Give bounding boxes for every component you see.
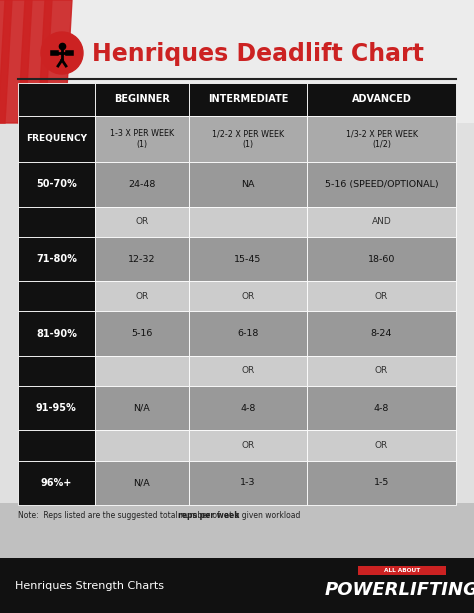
FancyBboxPatch shape xyxy=(0,0,474,123)
Bar xyxy=(95,356,189,386)
Bar xyxy=(307,386,456,430)
Bar xyxy=(95,116,189,162)
Bar xyxy=(95,430,189,461)
Polygon shape xyxy=(0,0,12,123)
Text: 5-16: 5-16 xyxy=(131,329,153,338)
Bar xyxy=(307,356,456,386)
Bar xyxy=(95,207,189,237)
Text: 1/2-2 X PER WEEK
(1): 1/2-2 X PER WEEK (1) xyxy=(212,129,284,149)
Text: N/A: N/A xyxy=(133,478,150,487)
Text: Henriques Strength Charts: Henriques Strength Charts xyxy=(15,581,164,591)
Polygon shape xyxy=(18,0,52,123)
Text: 12-32: 12-32 xyxy=(128,254,155,264)
Text: 1/3-2 X PER WEEK
(1/2): 1/3-2 X PER WEEK (1/2) xyxy=(346,129,418,149)
Bar xyxy=(307,116,456,162)
Text: 8-24: 8-24 xyxy=(371,329,392,338)
Bar xyxy=(18,386,95,430)
Bar xyxy=(18,116,95,162)
Text: AND: AND xyxy=(372,217,392,226)
Text: OR: OR xyxy=(241,441,255,450)
Bar xyxy=(18,461,95,505)
Bar xyxy=(189,237,307,281)
Bar xyxy=(18,356,95,386)
Text: Note:  Reps listed are the suggested total number of: Note: Reps listed are the suggested tota… xyxy=(18,511,222,520)
Bar xyxy=(358,566,446,575)
Text: 18-60: 18-60 xyxy=(368,254,395,264)
Bar xyxy=(189,311,307,356)
Text: 4-8: 4-8 xyxy=(240,404,255,413)
Text: 4-8: 4-8 xyxy=(374,404,389,413)
Bar xyxy=(95,281,189,311)
Text: 1-5: 1-5 xyxy=(374,478,389,487)
Bar xyxy=(189,461,307,505)
Bar xyxy=(18,311,95,356)
Bar xyxy=(95,237,189,281)
Text: ADVANCED: ADVANCED xyxy=(352,94,411,104)
Text: 1-3: 1-3 xyxy=(240,478,255,487)
Bar xyxy=(189,281,307,311)
Bar xyxy=(189,207,307,237)
Bar xyxy=(18,430,95,461)
Bar xyxy=(189,162,307,207)
Text: 71-80%: 71-80% xyxy=(36,254,77,264)
Text: 91-95%: 91-95% xyxy=(36,403,77,413)
Text: OR: OR xyxy=(241,367,255,375)
Text: at a given workload: at a given workload xyxy=(222,511,300,520)
Bar xyxy=(0,558,474,613)
Text: POWERLIFTING: POWERLIFTING xyxy=(325,581,474,599)
Text: OR: OR xyxy=(135,292,148,301)
Bar xyxy=(95,311,189,356)
Text: 1-3 X PER WEEK
(1): 1-3 X PER WEEK (1) xyxy=(109,129,174,149)
Text: 15-45: 15-45 xyxy=(234,254,262,264)
Text: 50-70%: 50-70% xyxy=(36,180,77,189)
Text: ALL ABOUT: ALL ABOUT xyxy=(384,568,420,573)
Bar xyxy=(307,162,456,207)
Text: 6-18: 6-18 xyxy=(237,329,259,338)
Text: 5-16 (SPEED/OPTIONAL): 5-16 (SPEED/OPTIONAL) xyxy=(325,180,438,189)
Polygon shape xyxy=(0,0,32,123)
Text: 24-48: 24-48 xyxy=(128,180,155,189)
Text: 96%+: 96%+ xyxy=(41,478,72,488)
Text: NA: NA xyxy=(241,180,255,189)
Text: INTERMEDIATE: INTERMEDIATE xyxy=(208,94,288,104)
Text: reps per week: reps per week xyxy=(178,511,239,520)
Bar xyxy=(18,162,95,207)
Text: OR: OR xyxy=(135,217,148,226)
Bar xyxy=(307,207,456,237)
Bar xyxy=(95,162,189,207)
Bar xyxy=(18,237,95,281)
Bar xyxy=(18,281,95,311)
Polygon shape xyxy=(38,0,72,123)
Bar xyxy=(307,83,456,116)
Text: BEGINNER: BEGINNER xyxy=(114,94,170,104)
Bar xyxy=(189,430,307,461)
Circle shape xyxy=(41,32,83,74)
Bar xyxy=(189,116,307,162)
Text: OR: OR xyxy=(375,441,388,450)
Text: OR: OR xyxy=(375,367,388,375)
Bar xyxy=(307,237,456,281)
Text: Henriques Deadlift Chart: Henriques Deadlift Chart xyxy=(92,42,424,66)
Bar xyxy=(0,503,474,558)
Bar xyxy=(18,207,95,237)
Bar xyxy=(307,461,456,505)
Bar xyxy=(18,83,95,116)
Bar xyxy=(189,386,307,430)
Bar xyxy=(307,311,456,356)
Text: OR: OR xyxy=(375,292,388,301)
Bar xyxy=(307,430,456,461)
Text: 81-90%: 81-90% xyxy=(36,329,77,338)
Bar xyxy=(189,356,307,386)
Bar xyxy=(95,461,189,505)
Text: N/A: N/A xyxy=(133,404,150,413)
Bar xyxy=(95,83,189,116)
Bar xyxy=(189,83,307,116)
Text: FREQUENCY: FREQUENCY xyxy=(26,134,87,143)
Bar xyxy=(307,281,456,311)
Text: OR: OR xyxy=(241,292,255,301)
Bar xyxy=(95,386,189,430)
